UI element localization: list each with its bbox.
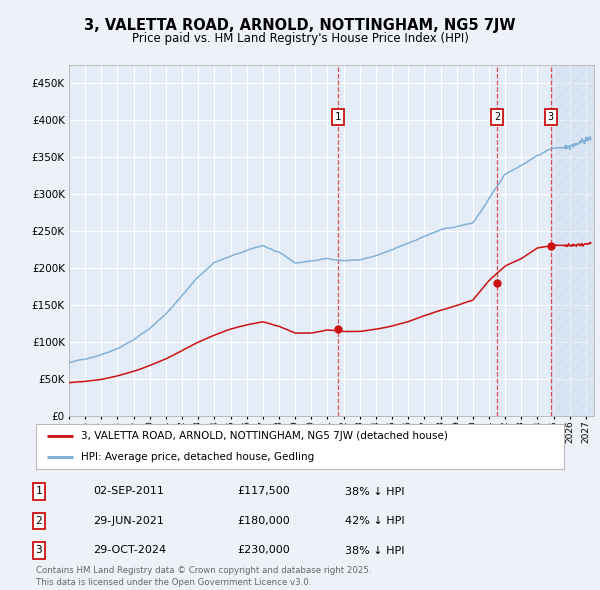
Text: 29-OCT-2024: 29-OCT-2024 <box>93 546 166 555</box>
Text: 38% ↓ HPI: 38% ↓ HPI <box>345 487 404 496</box>
Text: 3, VALETTA ROAD, ARNOLD, NOTTINGHAM, NG5 7JW: 3, VALETTA ROAD, ARNOLD, NOTTINGHAM, NG5… <box>84 18 516 34</box>
Text: £117,500: £117,500 <box>237 487 290 496</box>
Text: Contains HM Land Registry data © Crown copyright and database right 2025.
This d: Contains HM Land Registry data © Crown c… <box>36 566 371 587</box>
Text: 3: 3 <box>548 112 554 122</box>
Text: 42% ↓ HPI: 42% ↓ HPI <box>345 516 404 526</box>
Text: 3: 3 <box>35 546 43 555</box>
Text: 02-SEP-2011: 02-SEP-2011 <box>93 487 164 496</box>
Text: HPI: Average price, detached house, Gedling: HPI: Average price, detached house, Gedl… <box>81 452 314 462</box>
Text: 29-JUN-2021: 29-JUN-2021 <box>93 516 164 526</box>
Text: 2: 2 <box>494 112 500 122</box>
Text: Price paid vs. HM Land Registry's House Price Index (HPI): Price paid vs. HM Land Registry's House … <box>131 32 469 45</box>
Text: £180,000: £180,000 <box>237 516 290 526</box>
Text: 1: 1 <box>335 112 341 122</box>
Bar <box>551 65 594 416</box>
Text: 2: 2 <box>35 516 43 526</box>
Text: 38% ↓ HPI: 38% ↓ HPI <box>345 546 404 555</box>
Text: 1: 1 <box>35 487 43 496</box>
Text: £230,000: £230,000 <box>237 546 290 555</box>
Text: 3, VALETTA ROAD, ARNOLD, NOTTINGHAM, NG5 7JW (detached house): 3, VALETTA ROAD, ARNOLD, NOTTINGHAM, NG5… <box>81 431 448 441</box>
